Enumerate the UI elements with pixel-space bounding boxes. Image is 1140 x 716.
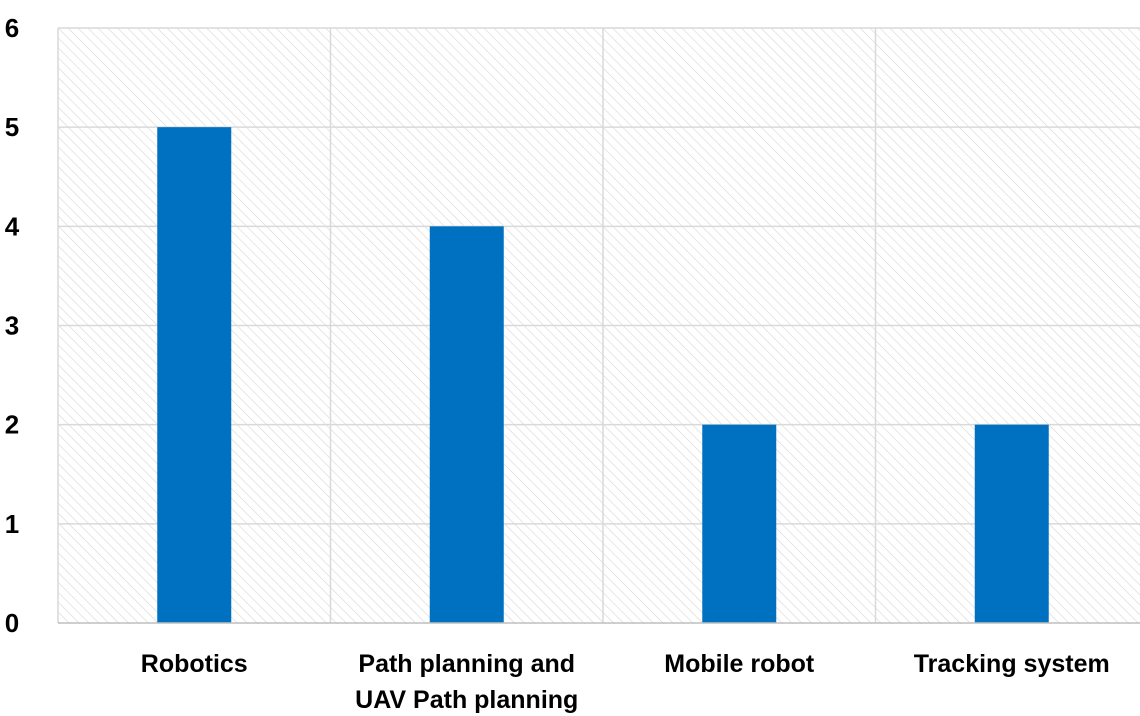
x-tick-label-line: UAV Path planning	[355, 686, 578, 714]
bar	[974, 424, 1049, 623]
x-tick-label-line: Tracking system	[914, 650, 1110, 678]
x-tick-label-line: Path planning and	[358, 650, 575, 678]
x-tick-label: Mobile robot	[664, 650, 815, 678]
y-tick-label: 5	[5, 112, 19, 142]
y-tick-label: 4	[5, 211, 20, 241]
bar	[157, 127, 232, 624]
y-tick-label: 0	[5, 608, 19, 638]
y-axis-ticks: 0 1 2 3 4 5 6	[5, 13, 20, 638]
x-tick-label: Robotics	[141, 650, 248, 678]
x-tick-label-line: Mobile robot	[664, 650, 815, 678]
bars	[157, 127, 1049, 624]
x-tick-label: Path planning and UAV Path planning	[355, 650, 578, 714]
x-axis-ticks: Robotics Path planning and UAV Path planni…	[141, 650, 1110, 714]
x-tick-label: Tracking system	[914, 650, 1110, 678]
y-tick-label: 2	[5, 410, 19, 440]
y-tick-label: 6	[5, 13, 19, 43]
y-tick-label: 3	[5, 311, 19, 341]
bar	[429, 226, 504, 624]
x-tick-label-line: Robotics	[141, 650, 248, 678]
gridlines	[57, 27, 1140, 623]
bar	[702, 424, 777, 623]
y-tick-label: 1	[5, 509, 19, 539]
